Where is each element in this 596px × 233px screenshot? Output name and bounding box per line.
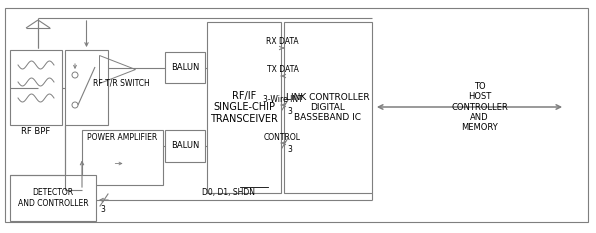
Text: RF/IF
SINGLE-CHIP
TRANSCEIVER: RF/IF SINGLE-CHIP TRANSCEIVER bbox=[210, 91, 278, 124]
Text: TO
HOST
CONTROLLER
AND
MEMORY: TO HOST CONTROLLER AND MEMORY bbox=[451, 82, 508, 132]
Text: RF BPF: RF BPF bbox=[21, 127, 51, 137]
Circle shape bbox=[72, 102, 78, 108]
Text: 3-Wire INT: 3-Wire INT bbox=[263, 95, 302, 103]
Text: LINK CONTROLLER
DIGITAL
BASSEBAND IC: LINK CONTROLLER DIGITAL BASSEBAND IC bbox=[286, 93, 370, 122]
Text: POWER AMPLIFIER: POWER AMPLIFIER bbox=[88, 134, 157, 143]
Text: 3: 3 bbox=[287, 107, 293, 116]
Text: CONTROL: CONTROL bbox=[264, 133, 301, 141]
Bar bbox=[165, 52, 205, 83]
Bar bbox=[165, 130, 205, 162]
Bar bbox=[82, 130, 163, 185]
Circle shape bbox=[72, 72, 78, 78]
Text: RF T/R SWITCH: RF T/R SWITCH bbox=[93, 78, 150, 87]
Bar bbox=[10, 175, 96, 221]
Text: DETECTOR
AND CONTROLLER: DETECTOR AND CONTROLLER bbox=[18, 188, 88, 208]
Bar bbox=[65, 50, 108, 125]
Text: D0, D1, SHDN: D0, D1, SHDN bbox=[203, 188, 256, 198]
Text: 3: 3 bbox=[101, 206, 105, 215]
Text: RX DATA: RX DATA bbox=[266, 38, 299, 47]
Text: BALUN: BALUN bbox=[171, 141, 199, 151]
Bar bbox=[10, 50, 62, 125]
Text: 3: 3 bbox=[287, 145, 293, 154]
Text: TX DATA: TX DATA bbox=[266, 65, 299, 75]
Bar bbox=[207, 22, 281, 193]
Bar bbox=[284, 22, 372, 193]
Text: BALUN: BALUN bbox=[171, 63, 199, 72]
